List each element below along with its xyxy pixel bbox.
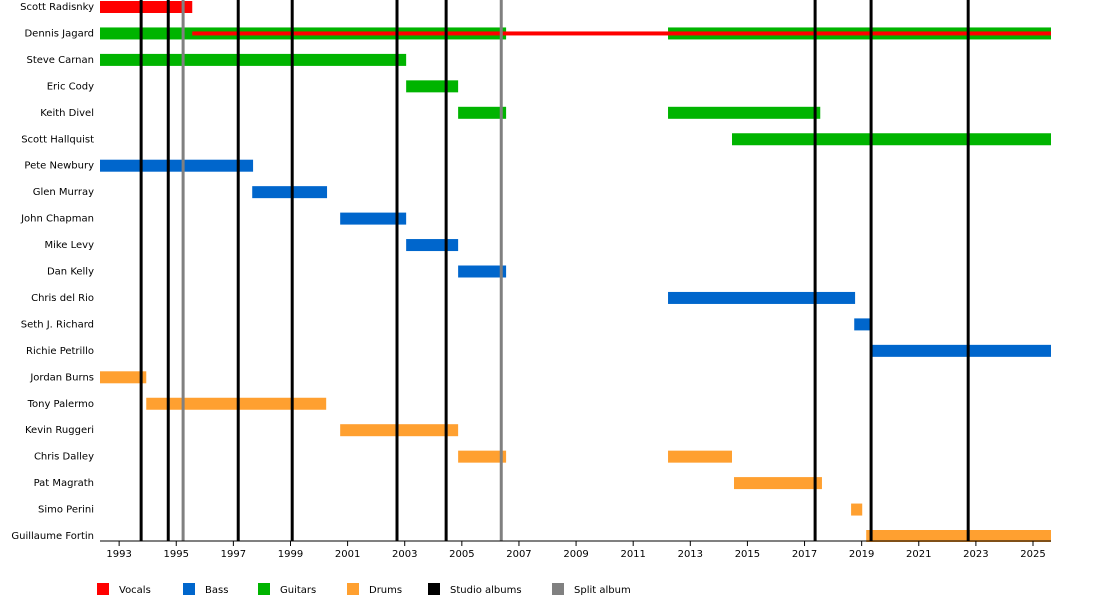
x-tick-label: 2001 [335, 549, 360, 560]
member-name: Guillaume Fortin [11, 531, 94, 542]
member-name: Pat Magrath [34, 478, 94, 489]
member-name: Chris Dalley [34, 452, 94, 463]
legend-label: Drums [369, 585, 402, 596]
x-tick-label: 2025 [1020, 549, 1045, 560]
member-name: Scott Hallquist [21, 134, 94, 145]
x-tick-label: 1995 [164, 549, 189, 560]
tenure-bar [252, 186, 328, 199]
tenure-bar [668, 106, 821, 119]
x-tick-label: 2019 [849, 549, 874, 560]
tenure-bar [100, 159, 254, 172]
legend-label: Vocals [119, 585, 151, 596]
member-name: Dennis Jagard [24, 28, 94, 39]
x-tick-label: 2017 [792, 549, 817, 560]
member-name: Glen Murray [33, 187, 94, 198]
x-tick-label: 1999 [278, 549, 303, 560]
member-name: Seth J. Richard [21, 319, 94, 330]
legend-swatch [347, 583, 359, 595]
member-name: Dan Kelly [47, 267, 94, 278]
member-name: Keith Divel [40, 108, 94, 119]
tenure-bar [100, 53, 407, 66]
legend-swatch [258, 583, 270, 595]
member-name: Mike Levy [44, 240, 94, 251]
legend-swatch [552, 583, 564, 595]
tenure-bar [866, 530, 1051, 542]
tenure-bar [100, 1, 193, 13]
legend-label: Bass [205, 585, 228, 596]
tenure-bar [668, 291, 856, 304]
legend-label: Studio albums [450, 585, 522, 596]
x-tick-label: 2011 [620, 549, 645, 560]
tenure-bar [732, 133, 1051, 146]
x-tick-label: 2009 [563, 549, 588, 560]
tenure-bar [192, 31, 1051, 36]
tenure-bar [668, 450, 733, 463]
tenure-bar [146, 397, 327, 410]
tenure-bar [406, 80, 459, 93]
tenure-bar [100, 371, 147, 384]
tenure-bar [458, 450, 507, 463]
x-tick-label: 2013 [678, 549, 703, 560]
member-name: Simo Perini [38, 505, 94, 516]
tenure-bar [458, 265, 507, 278]
x-tick-label: 2015 [735, 549, 760, 560]
member-name: Scott Radisnky [20, 2, 94, 13]
member-name: Chris del Rio [31, 293, 94, 304]
tenure-bar [458, 106, 507, 119]
x-tick-label: 2005 [449, 549, 474, 560]
tenure-bar [406, 239, 459, 252]
member-name: John Chapman [20, 214, 94, 225]
tenure-bar [870, 344, 1051, 357]
legend-label: Split album [574, 585, 631, 596]
x-tick-label: 2023 [963, 549, 988, 560]
legend-label: Guitars [280, 585, 316, 596]
legend-swatch [97, 583, 109, 595]
legend-swatch [183, 583, 195, 595]
x-tick-label: 2003 [392, 549, 417, 560]
member-name: Jordan Burns [29, 372, 94, 383]
x-tick-label: 2021 [906, 549, 931, 560]
member-name: Steve Carnan [26, 55, 94, 66]
member-name: Tony Palermo [27, 399, 94, 410]
x-tick-label: 1993 [106, 549, 131, 560]
tenure-bar [734, 477, 822, 490]
x-tick-label: 2007 [506, 549, 531, 560]
x-tick-label: 1997 [221, 549, 246, 560]
tenure-bar [340, 424, 459, 437]
member-name: Richie Petrillo [26, 346, 94, 357]
tenure-bar [340, 212, 407, 225]
tenure-bar [851, 503, 863, 516]
member-name: Pete Newbury [24, 161, 94, 172]
member-name: Kevin Ruggeri [25, 425, 94, 436]
member-name: Eric Cody [47, 81, 94, 92]
tenure-bar [854, 318, 871, 331]
legend-swatch [428, 583, 440, 595]
